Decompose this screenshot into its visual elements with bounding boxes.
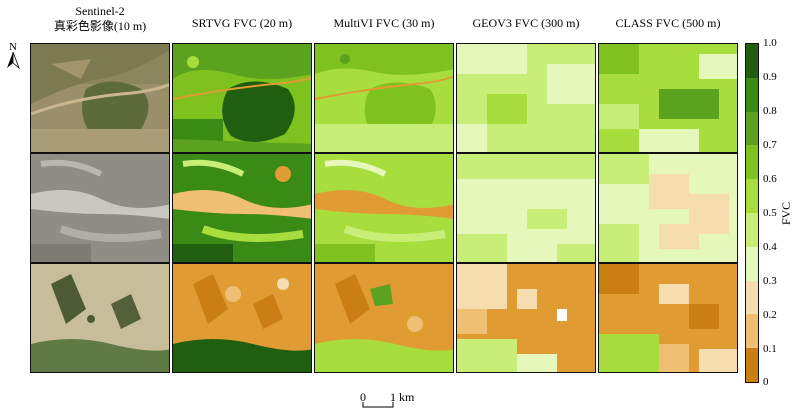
colorbar-tick: 0.2 — [763, 309, 777, 321]
colorbar-segment — [746, 280, 758, 315]
colorbar-segment — [746, 213, 758, 247]
scale-bar-start-label: 0 — [360, 390, 366, 404]
colorbar-segment — [746, 348, 758, 382]
tile-r3-geov3 — [456, 263, 596, 373]
north-arrow: N — [4, 40, 22, 76]
colorbar-tick: 0.1 — [763, 343, 777, 355]
column-title-line2: 真彩色影像(10 m) — [53, 19, 147, 33]
colorbar-tick: 0.4 — [763, 241, 777, 253]
tile-r1-multivi — [314, 43, 454, 153]
tile-r1-srtvg — [172, 43, 312, 153]
tile-r2-sentinel2 — [30, 153, 170, 263]
tile-r1-class — [598, 43, 738, 153]
colorbar-segment — [746, 111, 758, 146]
tile-r2-srtvg — [172, 153, 312, 263]
colorbar-tick: 0.6 — [763, 173, 777, 185]
colorbar-tick: 1.0 — [763, 37, 777, 49]
column-title-line1: Sentinel-2 — [75, 4, 125, 18]
tile-r3-sentinel2 — [30, 263, 170, 373]
tile-r1-geov3 — [456, 43, 596, 153]
colorbar-segment — [746, 314, 758, 349]
colorbar-segment — [746, 246, 758, 281]
north-label: N — [9, 41, 17, 53]
colorbar-tick: 0.9 — [763, 71, 777, 83]
column-title-srtvg: SRTVG FVC (20 m) — [191, 16, 293, 30]
colorbar-tick: 0.3 — [763, 275, 777, 287]
tile-r2-multivi — [314, 153, 454, 263]
tile-r3-srtvg — [172, 263, 312, 373]
column-title-class: CLASS FVC (500 m) — [615, 16, 721, 30]
colorbar-tick: 0.8 — [763, 105, 777, 117]
colorbar-tick: 0.7 — [763, 139, 777, 151]
tile-r1-sentinel2 — [30, 43, 170, 153]
column-title-geov3: GEOV3 FVC (300 m) — [472, 16, 580, 30]
colorbar-segment — [746, 44, 758, 78]
colorbar-segment — [746, 179, 758, 213]
colorbar-tick: 0 — [763, 376, 769, 388]
colorbar — [745, 43, 759, 383]
colorbar-segment — [746, 77, 758, 112]
colorbar-tick: 0.5 — [763, 207, 777, 219]
colorbar-segment — [746, 145, 758, 180]
colorbar-label: FVC — [779, 201, 794, 226]
scale-bar: 0 1 km — [360, 390, 414, 414]
tile-r3-class — [598, 263, 738, 373]
tile-r2-class — [598, 153, 738, 263]
column-title-sentinel2: Sentinel-2 真彩色影像(10 m) — [30, 4, 170, 34]
column-title-multivi: MultiVI FVC (30 m) — [333, 16, 435, 30]
tile-r3-multivi — [314, 263, 454, 373]
tile-r2-geov3 — [456, 153, 596, 263]
scale-bar-end-label: 1 km — [390, 390, 415, 404]
